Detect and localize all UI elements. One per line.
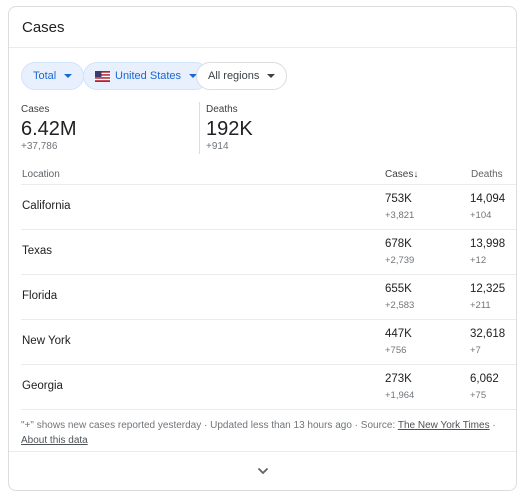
country-filter-label: United States — [115, 70, 182, 82]
deaths-delta-cell: +104 — [470, 210, 492, 221]
cases-delta-cell: +2,739 — [385, 255, 415, 266]
table-row[interactable]: New York 447K +756 32,618 +7 — [21, 319, 516, 364]
cases-delta-cell: +2,583 — [385, 300, 415, 311]
cases-cell: 753K — [385, 193, 412, 205]
card-title: Cases — [22, 19, 65, 36]
deaths-column-header[interactable]: Deaths — [471, 169, 503, 180]
total-filter-chip[interactable]: Total — [21, 62, 85, 90]
deaths-cell: 14,094 — [470, 193, 506, 205]
cases-delta-cell: +1,964 — [385, 390, 415, 401]
stat-divider — [199, 102, 200, 154]
footer-note: "+" shows new cases reported yesterday ·… — [21, 418, 501, 448]
footer-separator: · — [489, 420, 496, 431]
cases-delta-cell: +756 — [385, 345, 407, 356]
country-filter-chip[interactable]: United States — [83, 62, 210, 90]
table-row[interactable]: Georgia 273K +1,964 6,062 +75 — [21, 364, 516, 409]
deaths-cell: 32,618 — [470, 328, 506, 340]
region-filter-chip[interactable]: All regions — [196, 62, 288, 90]
deaths-cell: 12,325 — [470, 283, 506, 295]
location-cell: Texas — [22, 245, 53, 257]
chevron-down-icon — [267, 74, 276, 78]
cases-cell: 678K — [385, 238, 412, 250]
footer-text: "+" shows new cases reported yesterday ·… — [21, 420, 398, 431]
location-column-header: Location — [22, 169, 60, 180]
deaths-stat-value: 192K — [206, 118, 253, 140]
cases-card: Cases Total United States All regions Ca… — [8, 6, 517, 491]
cases-delta-cell: +3,821 — [385, 210, 415, 221]
deaths-delta-cell: +12 — [470, 255, 487, 266]
us-flag-icon — [95, 70, 110, 82]
cases-stat-label: Cases — [21, 104, 50, 115]
deaths-delta-cell: +211 — [470, 300, 491, 311]
cases-stat-delta: +37,786 — [21, 141, 58, 152]
deaths-stat-delta: +914 — [206, 141, 229, 152]
about-data-link[interactable]: About this data — [21, 435, 88, 446]
divider — [21, 409, 516, 410]
deaths-delta-cell: +75 — [470, 390, 487, 401]
table-row[interactable]: Florida 655K +2,583 12,325 +211 — [21, 274, 516, 319]
cases-cell: 655K — [385, 283, 412, 295]
deaths-delta-cell: +7 — [470, 345, 481, 356]
deaths-cell: 6,062 — [470, 373, 499, 385]
table-row[interactable]: California 753K +3,821 14,094 +104 — [21, 184, 516, 229]
expand-button[interactable] — [9, 451, 516, 490]
deaths-stat-label: Deaths — [206, 104, 238, 115]
location-cell: Florida — [22, 290, 58, 302]
cases-cell: 273K — [385, 373, 412, 385]
source-link[interactable]: The New York Times — [397, 420, 490, 431]
cases-stat-value: 6.42M — [21, 118, 77, 140]
chevron-down-icon — [64, 74, 73, 78]
cases-column-header[interactable]: Cases↓ — [385, 169, 418, 180]
arrow-down-icon: ↓ — [413, 169, 419, 180]
location-cell: New York — [22, 335, 71, 347]
deaths-cell: 13,998 — [470, 238, 506, 250]
total-filter-label: Total — [33, 70, 57, 82]
chevron-down-icon — [189, 74, 198, 78]
location-cell: Georgia — [22, 380, 63, 392]
chevron-down-icon — [257, 467, 268, 475]
divider — [9, 47, 516, 48]
location-cell: California — [22, 200, 71, 212]
cases-column-label: Cases — [385, 169, 414, 180]
table-row[interactable]: Texas 678K +2,739 13,998 +12 — [21, 229, 516, 274]
cases-cell: 447K — [385, 328, 412, 340]
region-filter-label: All regions — [208, 70, 260, 82]
